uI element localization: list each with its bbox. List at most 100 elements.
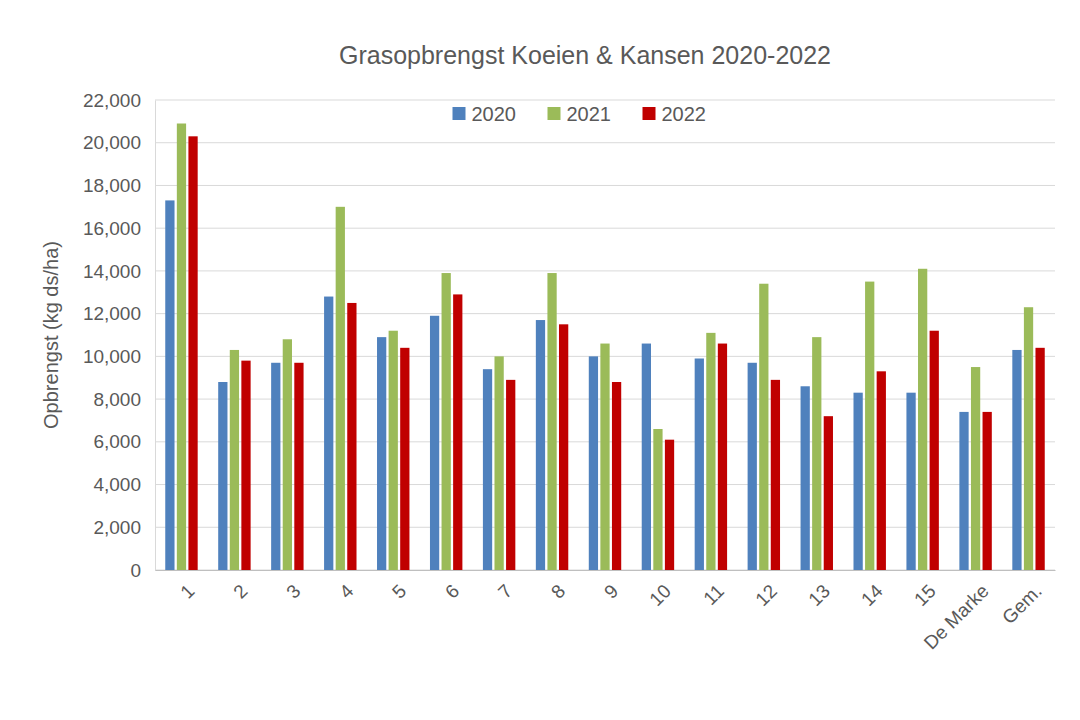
y-tick-label: 4,000: [93, 474, 141, 495]
y-axis: 0 2,000 4,000 6,000 8,000 10,000 12,000 14,000 1…: [83, 90, 156, 581]
y-tick-label: 6,000: [93, 431, 141, 452]
x-tick: 8: [547, 570, 569, 603]
x-tick: 9: [600, 570, 622, 603]
x-tick-label: 3: [282, 580, 304, 602]
bar: [324, 297, 333, 570]
x-tick: 10: [645, 570, 675, 610]
bar: [547, 273, 556, 570]
bar: [294, 363, 303, 570]
y-tick: 2,000: [93, 517, 155, 538]
bar: [865, 282, 874, 570]
bar: [506, 380, 515, 570]
y-tick: 10,000: [83, 346, 155, 367]
bar: [665, 440, 674, 570]
x-tick: 3: [282, 570, 304, 603]
bar: [653, 429, 662, 570]
bar: [400, 348, 409, 570]
legend: 202020212022: [453, 103, 707, 125]
y-tick-label: 18,000: [83, 175, 141, 196]
y-tick: 22,000: [83, 90, 155, 111]
bar: [877, 371, 886, 570]
bar: [642, 344, 651, 570]
bar: [718, 344, 727, 570]
x-tick-label: 6: [441, 580, 463, 602]
x-tick: 14: [857, 570, 887, 610]
x-tick-label: 11: [699, 580, 728, 609]
series: [177, 124, 1033, 571]
x-tick-label: 7: [494, 580, 516, 602]
x-tick-label: 15: [910, 580, 940, 610]
x-tick-label: 8: [547, 580, 569, 602]
bar: [559, 324, 568, 570]
bars: [165, 124, 1044, 571]
x-tick-label: De Marke: [920, 580, 993, 653]
bar: [177, 124, 186, 571]
bar: [230, 350, 239, 570]
bar: [853, 393, 862, 570]
bar: [706, 333, 715, 570]
y-tick-label: 8,000: [93, 389, 141, 410]
x-tick-label: Gem.: [998, 580, 1046, 628]
bar: [389, 331, 398, 570]
x-tick-label: 5: [388, 580, 410, 602]
x-tick-label: 14: [857, 580, 887, 610]
plot: 0 2,000 4,000 6,000 8,000 10,000 12,000 14,000 1…: [83, 90, 1056, 654]
bar: [695, 359, 704, 571]
bar: [483, 369, 492, 570]
x-tick: 1: [176, 570, 198, 603]
chart: 0 2,000 4,000 6,000 8,000 10,000 12,000 14,000 1…: [0, 0, 1080, 720]
x-tick: Gem.: [998, 570, 1046, 628]
bar: [824, 416, 833, 570]
y-axis-line: [155, 101, 156, 571]
x-axis: 123456789101112131415De MarkeGem.: [156, 570, 1056, 653]
series: [188, 136, 1044, 570]
x-tick: 11: [699, 570, 728, 609]
bar: [759, 284, 768, 570]
bar: [347, 303, 356, 570]
grid: [155, 100, 1055, 570]
bar: [430, 316, 439, 570]
x-tick-label: 13: [804, 580, 834, 610]
y-tick: 12,000: [83, 303, 155, 324]
y-axis-title: Opbrengst (kg ds/ha): [40, 241, 62, 429]
y-tick-label: 14,000: [83, 260, 141, 281]
y-tick-label: 22,000: [83, 90, 141, 111]
y-tick: 8,000: [93, 389, 155, 410]
bar: [453, 294, 462, 570]
y-tick: 18,000: [83, 175, 155, 196]
bar: [959, 412, 968, 570]
bar: [930, 331, 939, 570]
x-tick: 15: [910, 570, 940, 610]
grid-line: [155, 142, 1055, 143]
bar: [442, 273, 451, 570]
bar: [1024, 307, 1033, 570]
bar: [600, 344, 609, 570]
bar: [271, 363, 280, 570]
y-tick-label: 0: [130, 560, 141, 581]
bar: [1035, 348, 1044, 570]
x-tick-label: 12: [751, 580, 781, 610]
bar: [801, 386, 810, 570]
bar: [165, 200, 174, 570]
x-tick: 2: [229, 570, 251, 603]
legend-swatch: [548, 107, 561, 120]
bar: [771, 380, 780, 570]
bar: [377, 337, 386, 570]
y-tick-label: 12,000: [83, 303, 141, 324]
x-tick-label: 9: [600, 580, 622, 602]
legend-label: 2021: [567, 103, 612, 125]
y-tick-label: 10,000: [83, 346, 141, 367]
grid-line: [155, 185, 1055, 186]
bar: [494, 356, 503, 570]
y-tick: 16,000: [83, 218, 155, 239]
legend-swatch: [453, 107, 466, 120]
bar: [336, 207, 345, 570]
x-tick: 5: [388, 570, 410, 603]
x-tick-label: 4: [335, 580, 358, 603]
y-tick-label: 16,000: [83, 218, 141, 239]
bar: [983, 412, 992, 570]
title: Grasopbrengst Koeien & Kansen 2020-2022: [339, 41, 831, 69]
bar: [241, 361, 250, 570]
bar: [906, 393, 915, 570]
bar: [748, 363, 757, 570]
